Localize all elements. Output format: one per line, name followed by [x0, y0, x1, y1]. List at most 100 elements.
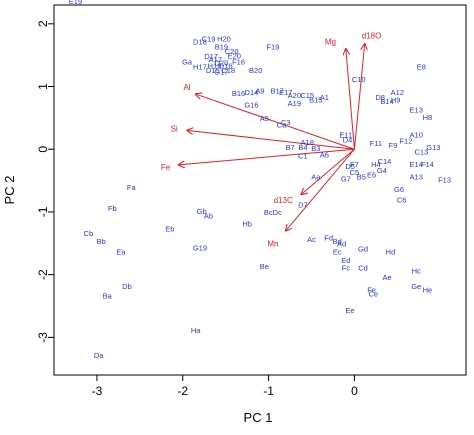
observation-label: Ge — [411, 282, 421, 291]
observation-label: B20 — [249, 66, 262, 75]
observation-label: Aa — [311, 172, 321, 181]
observation-label: C18 — [221, 66, 235, 75]
observation-label: A9 — [255, 87, 264, 96]
observation-label: D7 — [298, 201, 308, 210]
loading-labels: Mg d18O Al Si Fe d13C Mn — [161, 31, 381, 248]
observation-label: B14 — [380, 97, 393, 106]
loading-arrow-d13c — [301, 148, 355, 194]
observation-label: Bd — [333, 237, 342, 246]
observation-label: Da — [94, 351, 104, 360]
observation-label: Ea — [116, 248, 126, 257]
x-tick-label: -3 — [92, 384, 103, 398]
observation-label: G16 — [244, 100, 258, 109]
x-axis-title: PC 1 — [244, 410, 273, 425]
y-tick-label: 1 — [36, 83, 50, 90]
observation-label: C19 — [202, 34, 216, 43]
observation-label: H4 — [371, 160, 381, 169]
observation-label: B4 — [298, 143, 307, 152]
observation-label: F9 — [389, 141, 398, 150]
observation-label: B3 — [311, 144, 320, 153]
observation-label: Ee — [346, 306, 355, 315]
observation-label: Ga — [182, 58, 193, 67]
observation-label: H16 — [208, 61, 222, 70]
observation-label: Ec — [333, 248, 342, 257]
loading-label-al: Al — [183, 83, 190, 92]
observation-label: H9 — [391, 95, 401, 104]
observation-label: E6 — [367, 171, 376, 180]
loading-arrow-mg — [346, 49, 355, 150]
observation-label: A6 — [320, 150, 329, 159]
observation-label: D8 — [375, 93, 385, 102]
observation-label: D17 — [204, 52, 218, 61]
observation-label: G4 — [377, 166, 387, 175]
observation-label: Eb — [165, 224, 174, 233]
observation-label: A10 — [410, 130, 423, 139]
observation-label: F16 — [232, 58, 245, 67]
observation-label: C5 — [350, 168, 360, 177]
observation-label: Be — [260, 262, 269, 271]
observation-label: Hb — [242, 219, 252, 228]
x-tick-label: -2 — [177, 384, 188, 398]
observation-label: D5 — [345, 162, 355, 171]
observation-label: Db — [122, 282, 132, 291]
observation-label: A12 — [391, 88, 404, 97]
observation-label: G13 — [426, 143, 440, 152]
loading-label-si: Si — [171, 124, 178, 133]
observation-label: C1 — [298, 152, 308, 161]
observation-label: B15 — [309, 95, 322, 104]
observation-label: D4 — [343, 135, 353, 144]
observation-label: C14 — [378, 157, 392, 166]
x-axis: -3 -2 -1 0 — [92, 375, 358, 398]
observation-label: Fd — [324, 233, 333, 242]
x-tick-label: 0 — [351, 384, 358, 398]
observation-label: B17 — [270, 87, 283, 96]
observation-label: Ca — [277, 120, 287, 129]
observation-label: H17 — [193, 63, 207, 72]
observation-label: E17 — [279, 88, 292, 97]
loading-label-d18o: d18O — [362, 31, 382, 40]
plot-frame — [53, 4, 467, 376]
observation-label: Ac — [307, 235, 316, 244]
observation-label: F14 — [421, 160, 434, 169]
observation-label: Cd — [358, 263, 368, 272]
observation-label: Fc — [342, 263, 351, 272]
observation-label: A1 — [320, 93, 329, 102]
observation-label: Gd — [358, 245, 368, 254]
observation-label: BcDc — [264, 208, 282, 217]
observation-label: C3 — [281, 118, 291, 127]
y-axis-title: PC 2 — [2, 176, 17, 205]
y-tick-label: 2 — [36, 20, 50, 27]
observation-label: A20 — [288, 91, 301, 100]
observation-label: Ad — [337, 240, 346, 249]
observation-label: B16 — [232, 89, 245, 98]
observation-label: Hd — [386, 248, 396, 257]
observation-label: D18 — [193, 38, 207, 47]
observation-label: F11 — [370, 139, 382, 148]
observation-label: F12 — [399, 137, 412, 146]
observation-label: Ae — [382, 273, 391, 282]
observation-label: C10 — [352, 75, 366, 84]
observation-label: E13 — [410, 105, 423, 114]
observation-label: A5 — [260, 114, 269, 123]
observation-label: B7 — [285, 143, 294, 152]
observation-label: F19 — [266, 43, 279, 52]
observation-label: C15 — [300, 91, 314, 100]
loading-label-mg: Mg — [325, 38, 336, 47]
observation-label: Ed — [341, 256, 350, 265]
observation-label: E20 — [228, 51, 241, 60]
observation-label: C13 — [414, 147, 428, 156]
observation-label: Fa — [127, 183, 137, 192]
observation-label: G7 — [341, 174, 351, 183]
loading-label-fe: Fe — [161, 163, 171, 172]
observation-label: B19 — [215, 43, 228, 52]
observation-label: G6 — [394, 185, 404, 194]
observation-label: C20 — [225, 47, 239, 56]
observation-label: Hc — [412, 267, 421, 276]
observation-label: D16 — [219, 61, 233, 70]
observation-label: F13 — [438, 176, 451, 185]
observation-label: A13 — [410, 172, 423, 181]
observation-label: B5 — [357, 172, 366, 181]
x-tick-label: -1 — [263, 384, 274, 398]
observation-label: H20 — [217, 34, 231, 43]
